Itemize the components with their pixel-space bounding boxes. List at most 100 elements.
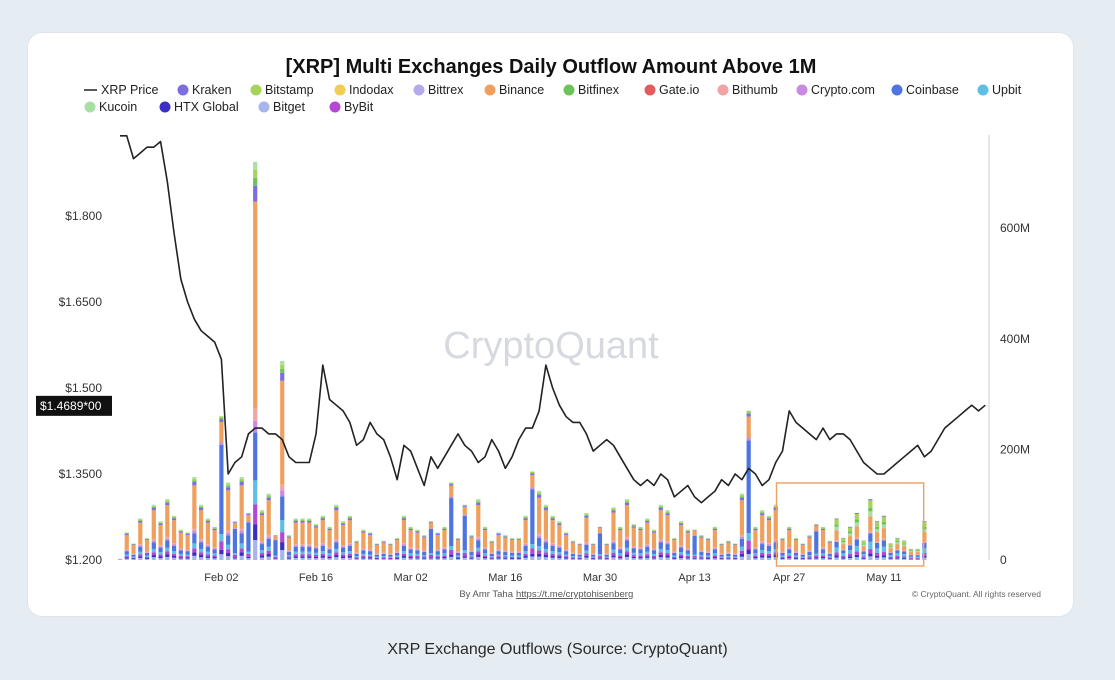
legend-item-kraken[interactable]: Kraken [177,83,232,97]
bar-segment-bybit [537,550,542,554]
bar-segment-crypto-com [807,551,812,553]
bar-segment-bithumb [543,538,548,541]
bar-segment-binance [746,416,751,438]
bar-segment-bithumb [205,544,210,546]
bar-segment-kucoin [415,529,420,531]
bar-segment-coinbase [787,549,792,554]
bar-segment-upbit [503,555,508,557]
legend-item-coinbase[interactable]: Coinbase [891,83,959,97]
bar-segment-bitfinex [787,528,792,529]
bar-segment-bitget [868,556,873,560]
bar-segment-bitfinex [171,517,177,519]
bar-segment-bitstamp [171,516,177,518]
bar-segment-bitstamp [841,538,846,541]
bar-segment-bitget [361,558,366,560]
bar-segment-upbit [678,552,684,555]
bar-segment-crypto-com [537,535,542,538]
bar-segment-upbit [665,550,670,554]
legend-item-bitstamp[interactable]: Bitstamp [250,83,314,97]
legend-item-gate-io[interactable]: Gate.io [644,83,700,97]
bar-segment-htx-global [915,558,920,560]
bar-segment-htx-global [908,558,914,560]
bar-segment-bithumb [307,544,312,546]
bar-segment-htx-global [462,556,467,558]
legend-item-bitget[interactable]: Bitget [258,100,306,114]
attribution-link[interactable]: https://t.me/cryptohisenberg [516,589,633,600]
bar [138,518,143,560]
bar-segment-binance [638,530,643,548]
bar-segment-kraken [753,528,758,531]
bar-segment-upbit [199,548,204,553]
bar-segment-coinbase [888,552,893,556]
bar-segment-bitstamp [820,527,826,529]
bar-segment-bitget [739,556,745,560]
bar-segment-bithumb [827,552,832,554]
bar-segment-upbit [374,556,379,558]
bar-segment-coinbase [340,547,346,553]
bar-segment-kraken [354,541,359,543]
bar-segment-bitfinex [618,528,623,529]
bar-segment-kraken [827,541,832,543]
bar-segment-coinbase [638,549,643,554]
bar-segment-bitget [570,559,576,560]
bar-segment-binance [597,528,603,533]
legend-dot-swatch [891,84,903,96]
bar-segment-bithumb [793,551,799,553]
legend-item-upbit[interactable]: Upbit [977,83,1022,97]
bar-segment-htx-global [442,557,447,559]
bar [820,526,826,560]
bar-segment-htx-global [489,558,494,560]
bar-segment-bitfinex [178,530,183,532]
bar-segment-bithumb [847,544,853,546]
legend-item-indodax[interactable]: Indodax [334,83,395,97]
bar-segment-upbit [733,556,738,558]
bar-segment-bitget [807,558,812,560]
bar [368,532,373,560]
legend-item-bithumb[interactable]: Bithumb [717,83,778,97]
bar-segment-bybit [570,557,576,559]
bar-segment-kucoin [902,544,907,547]
bar-segment-bithumb [780,551,785,553]
bar-segment-bitstamp [854,513,859,520]
bar-segment-coinbase [739,538,745,547]
bar-segment-kucoin [888,546,893,549]
bar-segment-bitfinex [300,520,305,522]
bar [793,537,799,560]
bar-segment-kucoin [537,490,542,493]
legend-dot-swatch [413,84,425,96]
legend-item-bittrex[interactable]: Bittrex [413,83,465,97]
bar-segment-kraken [699,536,704,538]
bar-segment-kucoin [334,504,339,506]
bar-segment-bitstamp [760,511,765,513]
bar-segment-upbit [266,546,271,551]
bar-segment-upbit [726,556,731,558]
bar-segment-coinbase [428,529,434,554]
bar-segment-bithumb [523,543,528,545]
bar-segment-bitfinex [645,520,650,522]
bar-segment-coinbase [820,549,826,554]
legend-item-crypto-com[interactable]: Crypto.com [796,83,875,97]
bar-segment-binance [185,535,190,550]
bar-segment-bitget [557,558,562,560]
legend-item-binance[interactable]: Binance [484,83,545,97]
bar-segment-htx-global [699,557,704,559]
bar-segment-htx-global [192,552,197,556]
bar-segment-crypto-com [827,553,832,554]
bar-segment-htx-global [557,556,562,559]
legend-item-bybit[interactable]: ByBit [329,100,374,114]
bar-segment-bitstamp [834,519,839,525]
bar [638,526,643,560]
legend-item-xrp-price[interactable]: XRP Price [84,83,158,97]
legend-item-bitfinex[interactable]: Bitfinex [563,83,620,97]
bar-segment-bybit [706,556,711,559]
bar-segment-coinbase [523,545,528,552]
legend-item-kucoin[interactable]: Kucoin [84,100,138,114]
bar-segment-crypto-com [455,552,461,553]
bar-segment-kraken [327,528,332,531]
legend-item-htx-global[interactable]: HTX Global [159,100,239,114]
bar-segment-kucoin [368,532,373,533]
bar-segment-bitget [861,558,866,560]
bar-segment-kucoin [543,504,548,506]
chart-card: [XRP] Multi Exchanges Daily Outflow Amou… [28,33,1073,616]
bar-segment-bitstamp [313,524,319,526]
